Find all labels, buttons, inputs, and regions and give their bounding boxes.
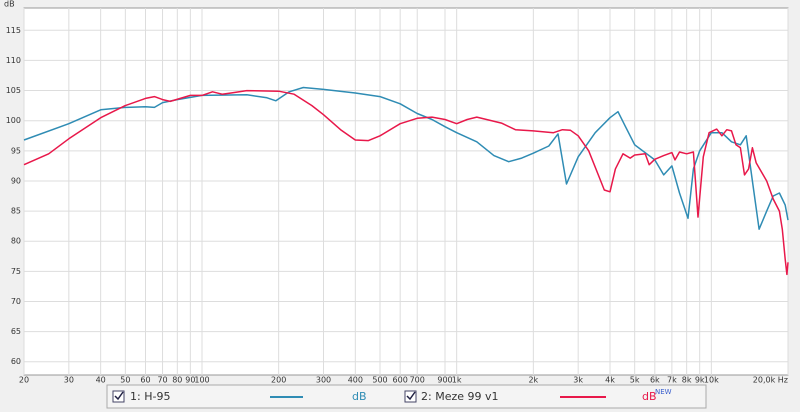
x-tick-label: 900 (437, 376, 452, 385)
x-tick-label: 4k (605, 376, 615, 385)
legend: 1: H-95 dB 2: Meze 99 v1 dB NEW (106, 384, 707, 409)
y-tick-label: 70 (11, 297, 21, 306)
x-tick-label: 400 (348, 376, 363, 385)
x-tick-label: 100 (194, 376, 209, 385)
y-axis-label: dB (4, 0, 15, 9)
x-tick-label: 8k (682, 376, 692, 385)
x-tick-label: 40 (96, 376, 106, 385)
y-tick-label: 65 (11, 327, 21, 336)
y-tick-label: 75 (11, 267, 21, 276)
response-curve (23, 89, 789, 276)
x-tick-label: 90 (185, 376, 195, 385)
checkbox[interactable] (404, 390, 417, 403)
x-tick-label: 700 (410, 376, 425, 385)
x-tick-label: 60 (140, 376, 150, 385)
x-tick-label: 9k (695, 376, 705, 385)
x-tick-label: 2k (528, 376, 538, 385)
x-tick-label: 1k (452, 376, 462, 385)
legend-label: 1: H-95 (130, 390, 170, 403)
y-tick-label: 100 (6, 116, 21, 125)
x-tick-label: 20,0k Hz (753, 376, 788, 385)
y-tick-label: 80 (11, 237, 21, 246)
x-tick-label: 300 (316, 376, 331, 385)
x-tick-label: 70 (157, 376, 167, 385)
x-tick-label: 5k (630, 376, 640, 385)
x-tick-label: 3k (573, 376, 583, 385)
y-tick-label: 60 (11, 357, 21, 366)
x-tick-label: 80 (172, 376, 182, 385)
x-tick-label: 500 (372, 376, 387, 385)
x-tick-label: 30 (64, 376, 74, 385)
y-tick-label: 95 (11, 146, 21, 155)
y-tick-label: 110 (6, 56, 21, 65)
x-tick-label: 600 (393, 376, 408, 385)
legend-unit: dB (352, 390, 367, 403)
x-tick-label: 20 (19, 376, 29, 385)
legend-label: 2: Meze 99 v1 (421, 390, 499, 403)
y-tick-label: 115 (6, 26, 21, 35)
plot-area (23, 7, 789, 376)
legend-unit: dB (642, 390, 657, 403)
x-tick-label: 10k (704, 376, 719, 385)
response-curve (23, 86, 789, 230)
x-tick-label: 7k (667, 376, 677, 385)
legend-unit-sup: NEW (655, 388, 672, 396)
curves (23, 86, 789, 276)
x-tick-label: 200 (271, 376, 286, 385)
checkbox[interactable] (112, 390, 125, 403)
x-tick-label: 50 (120, 376, 130, 385)
x-tick-label: 6k (650, 376, 660, 385)
y-tick-label: 105 (6, 86, 21, 95)
grid: 60 65 70 75 80 85 90 95 100 105 110 115 20 30 40 50 60 70… (6, 8, 789, 385)
y-tick-label: 85 (11, 207, 21, 216)
y-tick-label: 90 (11, 176, 21, 185)
